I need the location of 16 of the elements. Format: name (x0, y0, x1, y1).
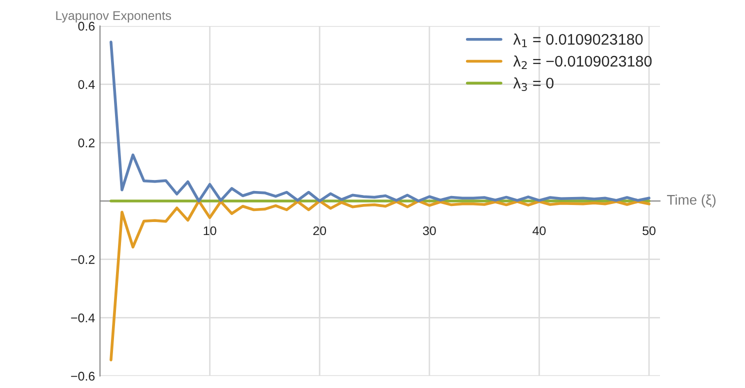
y-tick-label: −0.2 (71, 255, 95, 264)
legend-label: λ$_{3}$ = 0 (513, 77, 554, 92)
y-tick-label: 0.4 (78, 80, 95, 89)
y-tick-label: −0.6 (71, 372, 95, 381)
x-tick-label: 50 (642, 226, 656, 236)
x-tick-label: 20 (313, 226, 326, 236)
x-tick-label: 40 (532, 226, 546, 236)
x-tick-label: 30 (422, 226, 436, 236)
legend-label: λ$_{2}$ = −0.0109023180 (513, 55, 652, 70)
y-tick-label: 0.2 (78, 138, 95, 148)
y-tick-label: 0.6 (78, 22, 95, 31)
y-axis-title: Lyapunov Exponents (56, 11, 172, 22)
legend-label: λ$_{1}$ = 0.0109023180 (513, 34, 643, 48)
x-axis-title: Time (ξ) (667, 194, 716, 208)
y-tick-label: −0.4 (71, 313, 95, 322)
x-tick-label: 10 (204, 226, 216, 236)
